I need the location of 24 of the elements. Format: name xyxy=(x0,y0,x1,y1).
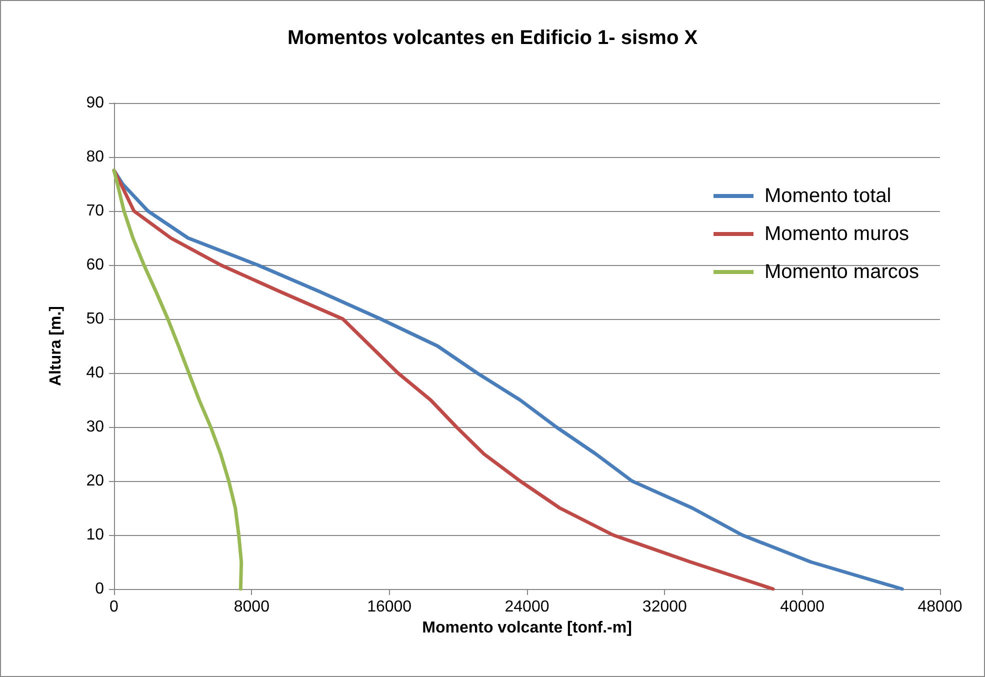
legend-label: Momento total xyxy=(764,185,892,207)
x-tick-label: 48000 xyxy=(918,598,962,616)
y-tick-label: 50 xyxy=(86,310,104,328)
x-tick-label: 40000 xyxy=(780,598,825,616)
x-tick-label: 0 xyxy=(110,598,119,616)
y-axis-title: Altura [m.] xyxy=(48,306,64,386)
y-tick-label: 90 xyxy=(86,94,104,112)
line-series xyxy=(112,168,244,591)
legend-label: Momento muros xyxy=(764,223,910,245)
y-tick-label: 20 xyxy=(86,472,104,490)
chart-title: Momentos volcantes en Edificio 1- sismo X xyxy=(287,27,698,49)
x-axis-title: Momento volcante [tonf.-m] xyxy=(422,619,632,636)
y-tick-label: 30 xyxy=(86,418,104,436)
x-tick-label: 16000 xyxy=(367,598,412,616)
y-tick-label: 40 xyxy=(86,364,104,382)
y-tick-label: 0 xyxy=(95,580,104,598)
x-tick-label: 32000 xyxy=(642,598,688,616)
y-tick-label: 10 xyxy=(86,526,104,544)
x-tick-label: 8000 xyxy=(234,598,270,616)
x-tick-label: 24000 xyxy=(504,598,550,616)
legend-label: Momento marcos xyxy=(764,261,920,283)
y-tick-label: 60 xyxy=(86,256,104,274)
y-tick-label: 80 xyxy=(86,148,104,166)
y-tick-label: 70 xyxy=(86,202,104,220)
